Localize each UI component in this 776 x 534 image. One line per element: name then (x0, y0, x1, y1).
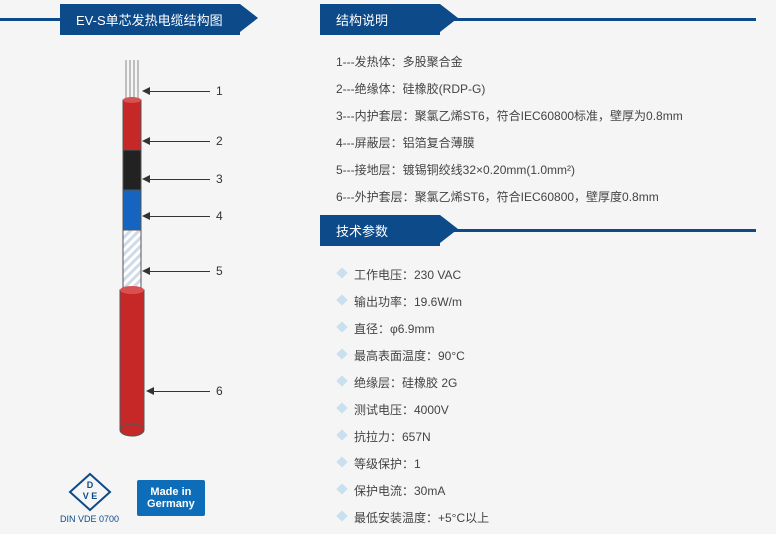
cable-svg (70, 60, 270, 440)
structure-list: 1---发热体：多股聚合金 2---绝缘体：硅橡胶(RDP-G) 3---内护套… (320, 43, 756, 205)
tech-item: 等级保护：1 (338, 455, 756, 472)
left-section-header: EV-S单芯发热电缆结构图 (60, 4, 240, 35)
callout-label-2: 2 (216, 134, 223, 148)
structure-item: 4---屏蔽层：铝箔复合薄膜 (336, 134, 756, 151)
structure-item: 3---内护套层：聚氯乙烯ST6，符合IEC60800标准，壁厚为0.8mm (336, 107, 756, 124)
tech-header: 技术参数 (320, 215, 440, 246)
cable-diagram: 1 2 3 4 5 (70, 60, 270, 440)
certification-badges: D V E DIN VDE 0700 Made in Germany (60, 472, 205, 524)
structure-item: 1---发热体：多股聚合金 (336, 53, 756, 70)
tech-item: 最高表面温度：90°C (338, 347, 756, 364)
callout-label-6: 6 (216, 384, 223, 398)
structure-item: 6---外护套层：聚氯乙烯ST6，符合IEC60800，壁厚度0.8mm (336, 188, 756, 205)
vde-caption: DIN VDE 0700 (60, 514, 119, 524)
tech-item: 工作电压：230 VAC (338, 266, 756, 283)
callout-label-3: 3 (216, 172, 223, 186)
callout-label-5: 5 (216, 264, 223, 278)
svg-text:D: D (86, 480, 93, 490)
germany-line1: Made in (147, 486, 195, 498)
vde-badge: D V E DIN VDE 0700 (60, 472, 119, 524)
structure-item: 2---绝缘体：硅橡胶(RDP-G) (336, 80, 756, 97)
callout-label-4: 4 (216, 209, 223, 223)
made-in-germany-badge: Made in Germany (137, 480, 205, 516)
tech-item: 输出功率：19.6W/m (338, 293, 756, 310)
tech-header-text: 技术参数 (336, 224, 388, 239)
structure-header: 结构说明 (320, 4, 440, 35)
structure-item: 5---接地层：镀锡铜绞线32×0.20mm(1.0mm²) (336, 161, 756, 178)
tech-item: 最低安装温度：+5°C以上 (338, 509, 756, 526)
callout-label-1: 1 (216, 84, 223, 98)
structure-header-text: 结构说明 (336, 13, 388, 28)
tech-item: 保护电流：30mA (338, 482, 756, 499)
tech-item: 绝缘层：硅橡胶 2G (338, 374, 756, 391)
svg-text:V E: V E (82, 491, 97, 501)
tech-item: 测试电压：4000V (338, 401, 756, 418)
tech-params-list: 工作电压：230 VAC 输出功率：19.6W/m 直径：φ6.9mm 最高表面… (320, 254, 756, 526)
tech-item: 直径：φ6.9mm (338, 320, 756, 337)
tech-item: 抗拉力：657N (338, 428, 756, 445)
left-header-text: EV-S单芯发热电缆结构图 (76, 13, 223, 28)
germany-line2: Germany (147, 498, 195, 510)
